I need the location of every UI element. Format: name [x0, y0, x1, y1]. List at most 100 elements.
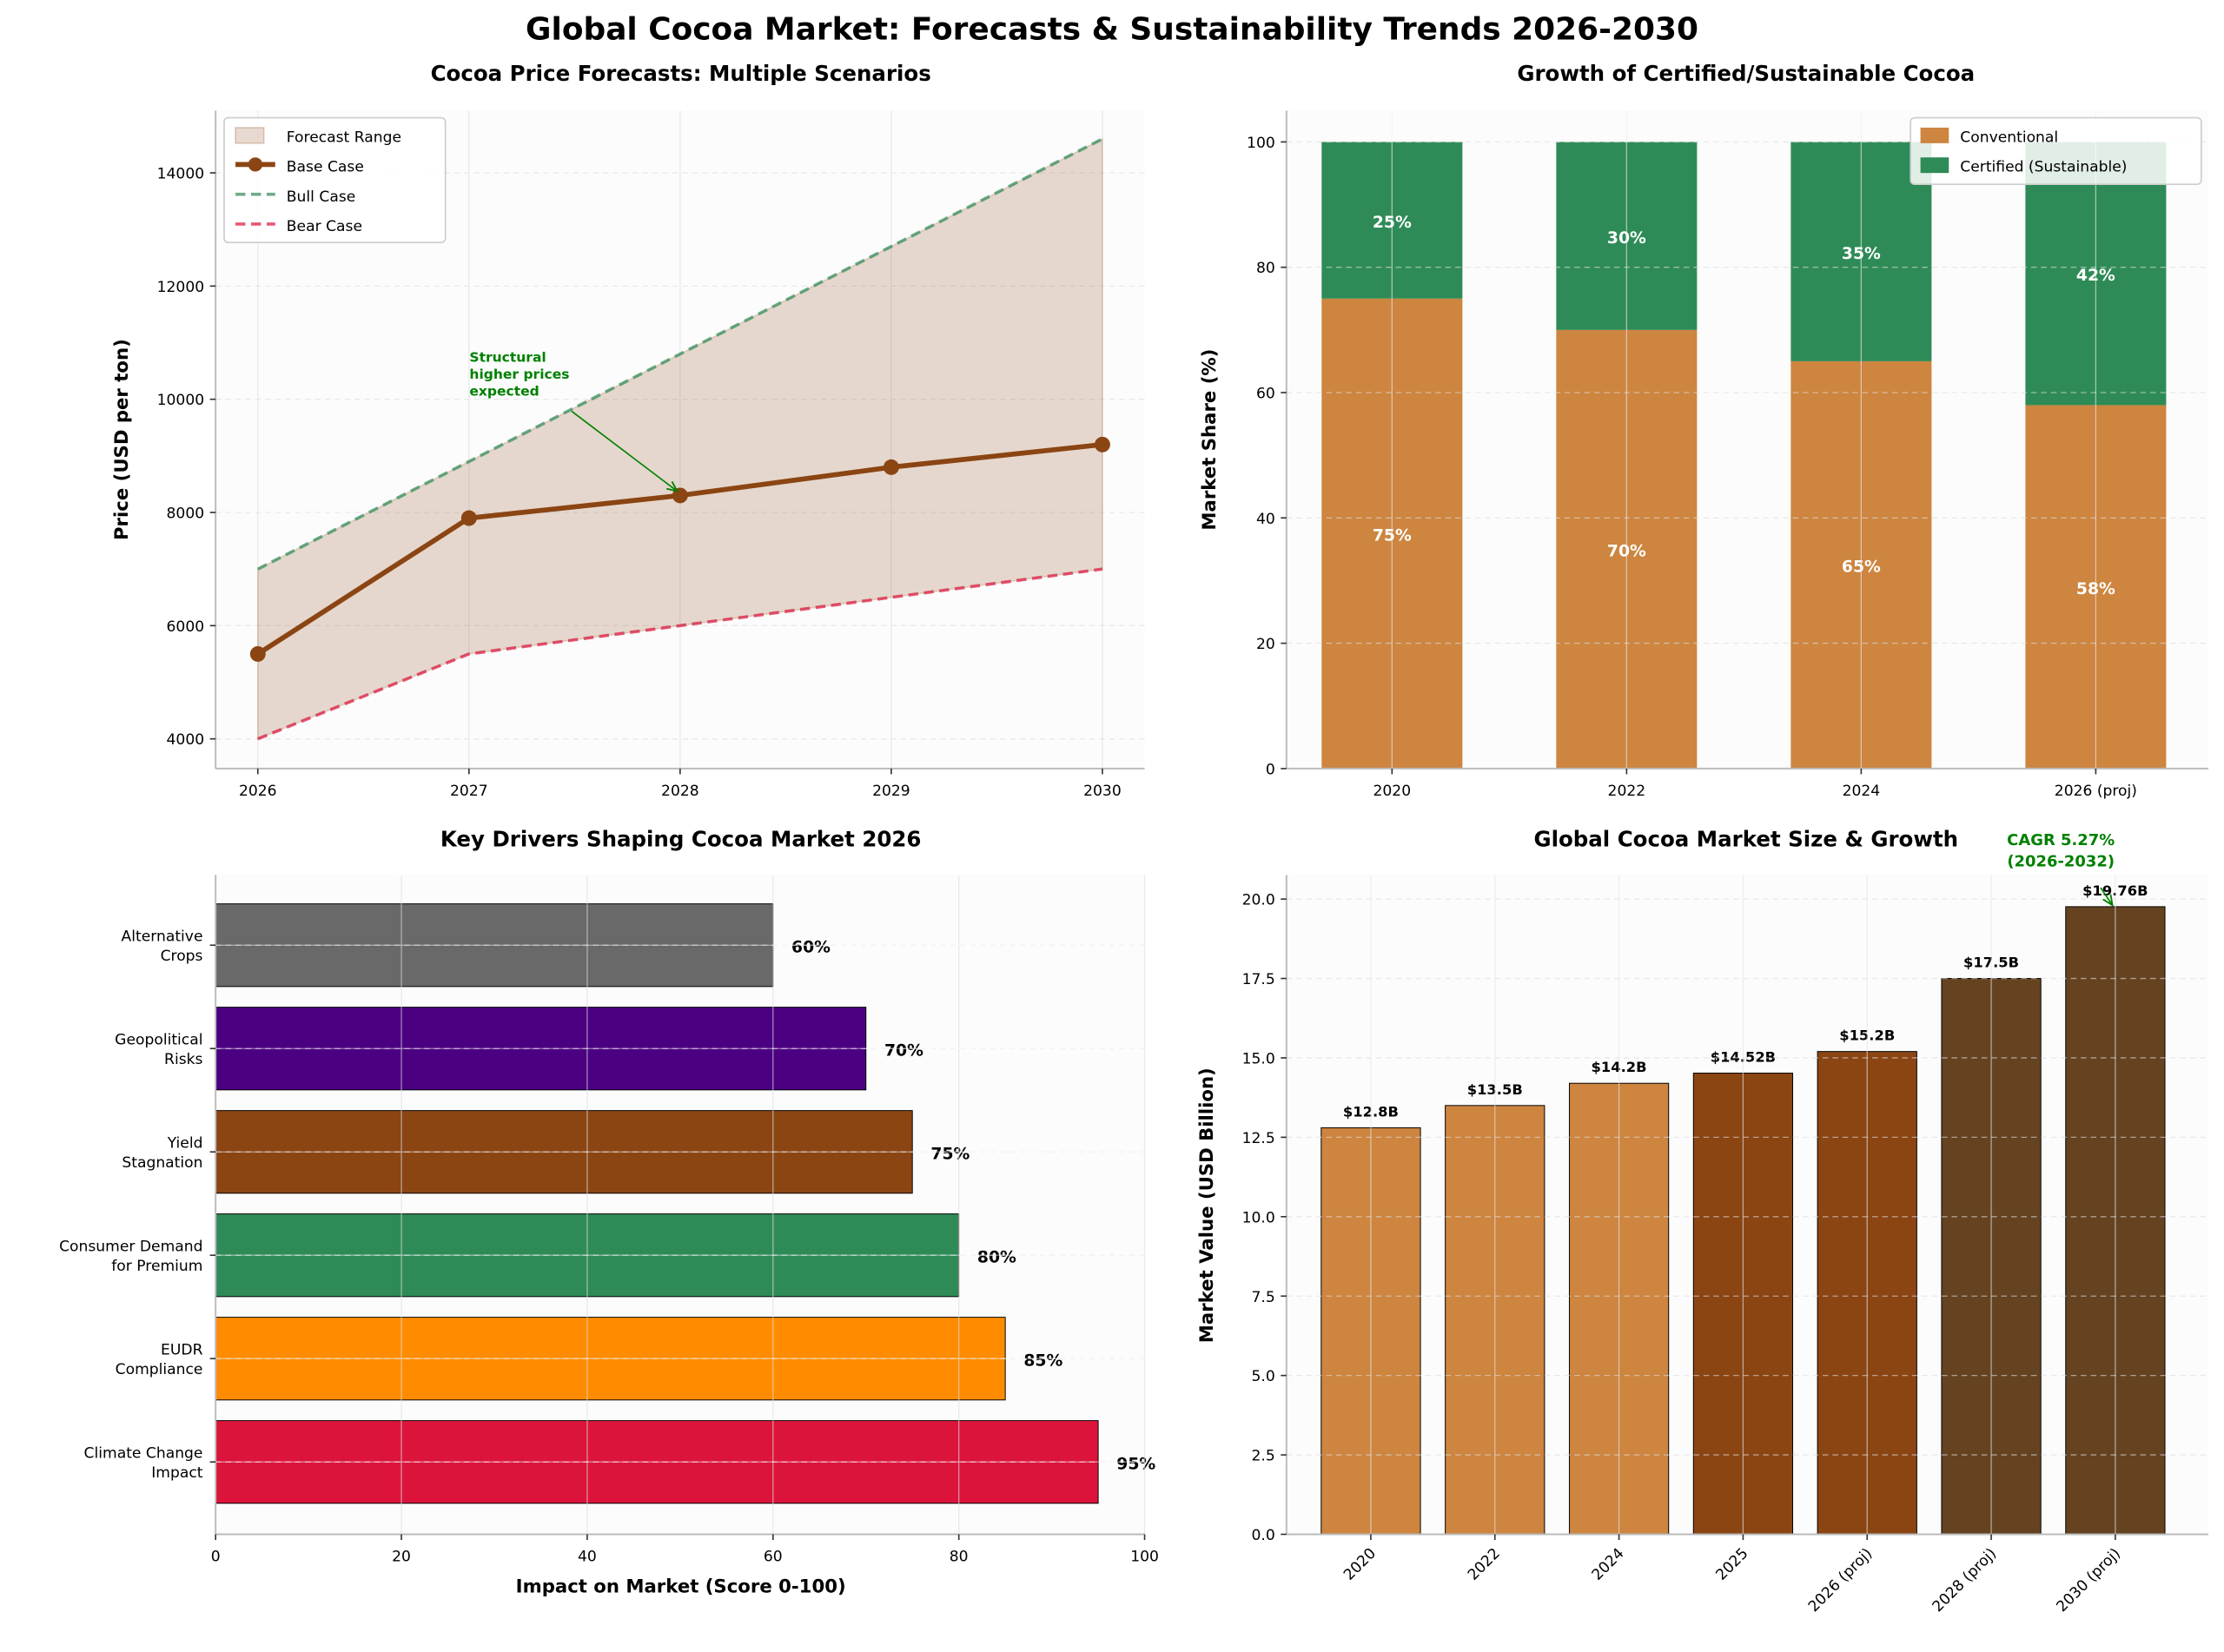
y-tick-label: 12000 — [157, 279, 204, 296]
y-tick-label: Risks — [164, 1051, 202, 1068]
figure-title: Global Cocoa Market: Forecasts & Sustain… — [526, 12, 1698, 48]
annotation-text: expected — [469, 384, 539, 400]
y-tick-label: 10000 — [157, 392, 204, 409]
key-drivers-chart: 95% 85% 80% 75% 70% 60% Climate Change Impact EU… — [59, 827, 1159, 1598]
y-tick-label: 8000 — [167, 506, 205, 523]
y-tick-label: 100 — [1247, 135, 1275, 152]
x-tick-label: 2020 — [1373, 783, 1412, 800]
x-tick-label: 2030 — [1083, 783, 1122, 800]
legend-box — [223, 116, 447, 243]
annotation-text: CAGR 5.27% — [2007, 831, 2115, 849]
y-tick-label: 20.0 — [1242, 892, 1275, 909]
y-tick-label: 0 — [1266, 761, 1275, 778]
x-tick-label: 2029 — [872, 783, 910, 800]
legend-label: Certified (Sustainable) — [1960, 159, 2127, 176]
annotation-arrow — [571, 410, 678, 491]
y-tick-label: Consumer Demand — [59, 1238, 202, 1255]
x-tick-label: 100 — [1130, 1549, 1159, 1566]
y-tick-label: Yield — [167, 1134, 203, 1152]
y-tick-label: for Premium — [111, 1258, 202, 1275]
y-tick-label: Geopolitical — [115, 1031, 202, 1048]
y-tick-label: Impact — [151, 1464, 203, 1482]
legend-marker-base — [248, 157, 263, 172]
y-tick-label: 20 — [1256, 636, 1275, 653]
bar-value-label: 75% — [930, 1145, 970, 1163]
legend-swatch — [1920, 157, 1949, 174]
chart-title: Key Drivers Shaping Cocoa Market 2026 — [440, 827, 922, 852]
chart-title: Cocoa Price Forecasts: Multiple Scenario… — [431, 61, 931, 86]
x-tick-label: 0 — [211, 1549, 221, 1566]
base-case-point — [460, 510, 477, 526]
y-tick-label: 12.5 — [1242, 1130, 1275, 1147]
y-tick-label: Climate Change — [84, 1444, 203, 1462]
legend-swatch — [1920, 127, 1949, 143]
base-case-point — [1094, 436, 1110, 453]
y-tick-label: EUDR — [161, 1341, 203, 1358]
legend-swatch-range — [235, 127, 265, 144]
x-tick-label: 2026 — [239, 783, 277, 800]
legend-label: Bull Case — [287, 188, 355, 206]
y-tick-label: Compliance — [116, 1361, 203, 1378]
y-tick-label: 7.5 — [1252, 1289, 1275, 1306]
y-tick-label: 15.0 — [1242, 1050, 1275, 1067]
x-tick-label: 2027 — [450, 783, 488, 800]
y-tick-label: 40 — [1256, 511, 1275, 528]
legend-label: Bear Case — [287, 218, 362, 235]
y-tick-label: 0.0 — [1252, 1527, 1275, 1544]
x-tick-label: 20 — [392, 1549, 411, 1566]
y-tick-label: 2.5 — [1252, 1448, 1275, 1465]
annotation-arrow — [2100, 887, 2113, 905]
legend: Forecast Range Base Case Bull Case Bear Cas… — [223, 116, 447, 243]
market-size-chart: $12.8B$13.5B$14.2B$14.52B$15.2B$17.5B$19… — [1196, 827, 2209, 1616]
y-tick-label: Alternative — [122, 928, 203, 945]
annotation-text: (2026-2032) — [2007, 853, 2115, 871]
legend-box — [1910, 116, 2202, 186]
x-axis-label: Impact on Market (Score 0-100) — [516, 1576, 846, 1597]
price-forecast-chart: 4000 6000 8000 10000 12000 14000 2026 2027 2028 2… — [111, 61, 1145, 800]
bull-case-line — [256, 137, 1103, 571]
y-tick-label: Crops — [161, 948, 203, 965]
chart-title: Global Cocoa Market Size & Growth — [1533, 827, 1958, 852]
y-axis-label: Price (USD per ton) — [111, 339, 133, 540]
x-tick-label: 2028 — [661, 783, 699, 800]
bear-case-line — [257, 567, 1103, 741]
y-tick-label: Stagnation — [122, 1154, 202, 1172]
y-tick-label: 17.5 — [1242, 971, 1275, 988]
legend-label: Forecast Range — [287, 129, 401, 146]
legend: Conventional Certified (Sustainable) — [1910, 116, 2202, 186]
x-tick-label: 2028 (proj) — [1929, 1545, 2000, 1616]
y-tick-label: 60 — [1256, 386, 1275, 403]
x-tick-label: 80 — [950, 1549, 969, 1566]
x-tick-label: 2025 — [1713, 1545, 1752, 1584]
y-axis-label: Market Share (%) — [1199, 349, 1221, 531]
y-tick-label: 14000 — [157, 166, 204, 183]
annotation-text: Structural — [469, 349, 546, 365]
y-axis-label: Market Value (USD Billion) — [1196, 1067, 1218, 1343]
bar-value-label: 70% — [884, 1041, 923, 1060]
x-tick-label: 40 — [578, 1549, 597, 1566]
bar-value-label: 85% — [1023, 1351, 1062, 1370]
annotation-text: higher prices — [469, 367, 569, 382]
x-tick-label: 2022 — [1608, 783, 1646, 800]
certified-cocoa-chart: 75%25%70%30%65%35%58%42%0204060801002020… — [1199, 61, 2209, 800]
base-case-point — [249, 645, 266, 662]
x-tick-label: 2030 (proj) — [2054, 1545, 2124, 1616]
y-tick-label: 10.0 — [1242, 1209, 1275, 1226]
legend-label: Base Case — [287, 159, 364, 176]
x-tick-label: 2026 (proj) — [1805, 1545, 1876, 1616]
x-tick-label: 60 — [764, 1549, 783, 1566]
y-tick-label: 80 — [1256, 260, 1275, 277]
bar-value-label: 80% — [977, 1248, 1016, 1266]
bar-value-label: 60% — [791, 938, 831, 956]
y-tick-label: 4000 — [167, 731, 205, 749]
x-tick-label: 2024 — [1589, 1545, 1628, 1584]
x-tick-label: 2026 (proj) — [2055, 783, 2137, 800]
chart-title: Growth of Certified/Sustainable Cocoa — [1517, 61, 1975, 86]
bar-value-label: 95% — [1116, 1455, 1155, 1473]
x-tick-label: 2024 — [1843, 783, 1881, 800]
y-tick-label: 6000 — [167, 618, 205, 636]
base-case-point — [883, 459, 899, 475]
legend-label: Conventional — [1960, 129, 2058, 146]
y-tick-label: 5.0 — [1252, 1368, 1275, 1385]
